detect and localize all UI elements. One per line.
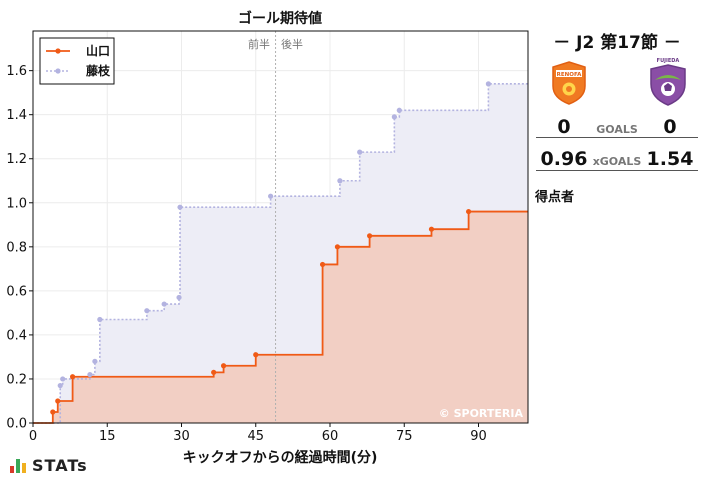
x-tick-label: 75	[396, 429, 413, 444]
data-point-away	[396, 107, 402, 113]
legend-marker-away	[55, 68, 61, 74]
x-tick-label: 60	[322, 429, 339, 444]
data-point-away	[57, 382, 63, 389]
divider	[536, 137, 698, 138]
x-tick-label: 90	[470, 429, 487, 444]
data-point-home	[319, 261, 326, 268]
y-tick-label: 0.6	[6, 284, 27, 299]
away-goals: 0	[663, 116, 677, 138]
y-tick-label: 0.8	[6, 240, 27, 255]
data-point-away	[337, 178, 343, 184]
data-point-away	[87, 371, 93, 378]
xgoals-label: xGOALS	[592, 155, 642, 168]
legend-label-away: 藤枝	[85, 63, 111, 78]
data-point-home	[367, 233, 373, 239]
stats-logo: STATs	[10, 456, 88, 475]
home-xgoals: 0.96	[540, 148, 588, 170]
y-tick-label: 0.0	[6, 417, 27, 432]
x-tick-label: 30	[173, 429, 190, 444]
data-point-away	[161, 301, 167, 307]
home-team-badge: RENOFA	[552, 61, 586, 105]
goals-label: GOALS	[596, 123, 638, 136]
y-tick-label: 0.2	[6, 372, 27, 387]
away-team-badge: FUJIEDA	[650, 58, 686, 106]
data-point-away	[268, 193, 274, 199]
half-time-label: 前半 後半	[248, 37, 303, 51]
data-point-away	[485, 81, 491, 87]
series-area-home	[33, 211, 528, 423]
series-line-away	[33, 83, 528, 424]
data-point-home	[253, 352, 259, 358]
data-point-home	[428, 226, 435, 232]
data-point-home	[220, 363, 227, 369]
data-point-away	[177, 204, 183, 210]
data-point-away	[92, 358, 98, 364]
x-axis-label: キックオフからの経過時間(分)	[183, 449, 378, 466]
data-point-home	[50, 409, 56, 415]
divider	[536, 170, 698, 171]
home-badge-text: RENOFA	[557, 72, 582, 78]
legend-box	[39, 37, 115, 85]
chart-title: ゴール期待値	[238, 10, 322, 27]
xgoals-row: 0.96 xGOALS 1.54	[536, 148, 698, 170]
data-point-away	[391, 114, 397, 120]
y-tick-label: 1.2	[6, 152, 27, 167]
data-point-home	[466, 208, 472, 215]
y-tick-label: 0.4	[6, 328, 27, 343]
plot-frame	[32, 30, 529, 424]
data-point-away	[144, 308, 150, 314]
data-point-home	[70, 374, 76, 380]
data-point-home	[55, 398, 61, 404]
data-point-away	[357, 149, 363, 155]
y-tick-label: 1.4	[6, 108, 27, 123]
watermark: © SPORTERIA	[439, 407, 524, 420]
legend-marker-home	[55, 48, 61, 54]
stats-logo-text: STATs	[32, 456, 88, 475]
data-point-away	[176, 294, 182, 301]
x-tick-label: 45	[247, 429, 264, 444]
y-tick-label: 1.6	[6, 64, 27, 79]
data-point-away	[60, 376, 66, 382]
match-round-title: － J2 第17節 －	[553, 33, 681, 53]
y-tick-label: 1.0	[6, 196, 27, 211]
away-badge-text: FUJIEDA	[657, 58, 680, 64]
away-xgoals: 1.54	[646, 148, 694, 170]
x-tick-label: 15	[99, 429, 116, 444]
data-point-away	[97, 316, 103, 323]
home-goals: 0	[557, 116, 571, 138]
x-tick-label: 0	[29, 429, 37, 444]
scorers-heading: 得点者	[535, 190, 575, 205]
legend-label-home: 山口	[86, 43, 110, 58]
data-point-home	[211, 369, 217, 375]
stats-logo-icon	[10, 458, 27, 473]
goals-row: 0 GOALS 0	[536, 116, 698, 138]
data-point-home	[334, 244, 341, 250]
